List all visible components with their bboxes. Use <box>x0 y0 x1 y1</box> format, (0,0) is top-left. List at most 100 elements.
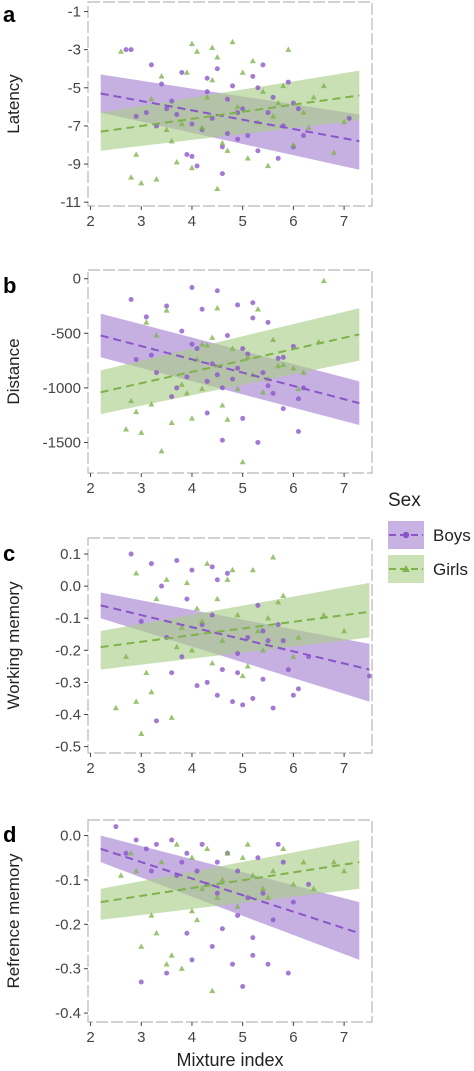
point-girls <box>280 592 287 598</box>
point-girls <box>239 69 246 75</box>
x-tick-label: 4 <box>188 480 196 497</box>
point-girls <box>214 595 221 602</box>
point-girls <box>239 672 246 679</box>
point-boys <box>240 702 246 708</box>
point-girls <box>158 858 165 865</box>
point-boys <box>204 89 210 95</box>
point-girls <box>199 341 206 347</box>
point-boys <box>235 651 241 657</box>
point-girls <box>133 570 140 576</box>
point-boys <box>285 970 291 976</box>
point-girls <box>178 624 185 631</box>
point-girls <box>168 714 175 720</box>
point-boys <box>148 868 154 874</box>
point-girls <box>183 390 190 396</box>
point-girls <box>204 342 211 348</box>
legend-label-boys: Boys <box>433 526 471 545</box>
point-girls <box>194 605 201 611</box>
point-girls <box>310 885 317 892</box>
legend-key-girls-marker <box>402 565 410 572</box>
point-girls <box>178 965 185 971</box>
x-tick-label: 7 <box>340 213 348 230</box>
point-girls <box>209 659 216 666</box>
point-girls <box>320 277 327 284</box>
point-boys <box>306 881 312 887</box>
y-tick-label: -500 <box>51 325 81 342</box>
point-boys <box>230 699 236 705</box>
point-girls <box>128 397 135 404</box>
point-girls <box>163 126 170 132</box>
point-girls <box>295 385 302 392</box>
point-girls <box>112 704 119 711</box>
point-boys <box>194 683 200 689</box>
point-girls <box>138 429 145 435</box>
point-girls <box>199 385 206 392</box>
point-girls <box>158 73 165 79</box>
point-boys <box>245 895 251 901</box>
point-girls <box>153 332 160 338</box>
point-boys <box>133 113 139 119</box>
point-boys <box>174 557 180 563</box>
point-boys <box>204 378 210 384</box>
point-boys <box>260 62 266 68</box>
point-boys <box>255 439 261 445</box>
point-boys <box>219 926 225 932</box>
point-girls <box>244 155 251 161</box>
point-boys <box>138 979 144 985</box>
point-boys <box>164 106 170 112</box>
point-boys <box>184 930 190 936</box>
point-boys <box>255 855 261 861</box>
trend-line-girls <box>100 94 360 133</box>
x-tick-label: 4 <box>188 760 196 777</box>
point-girls <box>341 627 348 634</box>
point-boys <box>245 634 251 640</box>
point-boys <box>179 859 185 865</box>
point-boys <box>113 824 119 830</box>
point-boys <box>153 718 159 724</box>
point-girls <box>117 48 124 54</box>
point-girls <box>173 643 180 650</box>
point-girls <box>280 82 287 89</box>
x-tick-label: 7 <box>340 760 348 777</box>
point-girls <box>280 361 287 368</box>
point-boys <box>174 111 180 117</box>
legend-label-girls: Girls <box>433 560 468 579</box>
panel-letter-b: b <box>3 273 16 298</box>
trend-line-girls <box>100 610 370 649</box>
point-boys <box>250 300 256 306</box>
point-girls <box>244 841 251 847</box>
point-girls <box>320 82 327 89</box>
point-girls <box>123 426 130 432</box>
point-girls <box>148 912 155 918</box>
x-tick-label: 5 <box>239 480 247 497</box>
point-girls <box>117 872 124 878</box>
point-boys <box>174 385 180 391</box>
point-boys <box>255 602 261 608</box>
point-girls <box>194 48 201 54</box>
point-boys <box>280 406 286 412</box>
point-boys <box>295 429 301 435</box>
point-boys <box>159 81 165 87</box>
trend-line-boys <box>100 92 360 143</box>
point-boys <box>250 695 256 701</box>
point-girls <box>163 576 170 582</box>
point-boys <box>260 890 266 896</box>
point-girls <box>265 894 272 900</box>
point-girls <box>128 850 135 856</box>
point-girls <box>224 416 231 422</box>
point-girls <box>249 566 256 573</box>
point-boys <box>153 370 159 376</box>
point-girls <box>214 54 221 60</box>
plot-frame-a <box>87 1 373 207</box>
point-girls <box>341 867 348 874</box>
y-axis-label-c: Working memory <box>4 581 23 710</box>
point-girls <box>214 304 221 311</box>
point-boys <box>295 106 301 112</box>
y-tick-label: -11 <box>60 194 81 211</box>
point-girls <box>330 149 337 155</box>
point-girls <box>168 137 175 144</box>
point-boys <box>265 319 271 325</box>
point-boys <box>235 912 241 918</box>
plot-frame-c <box>87 537 373 754</box>
plot-frame-b <box>87 269 373 474</box>
